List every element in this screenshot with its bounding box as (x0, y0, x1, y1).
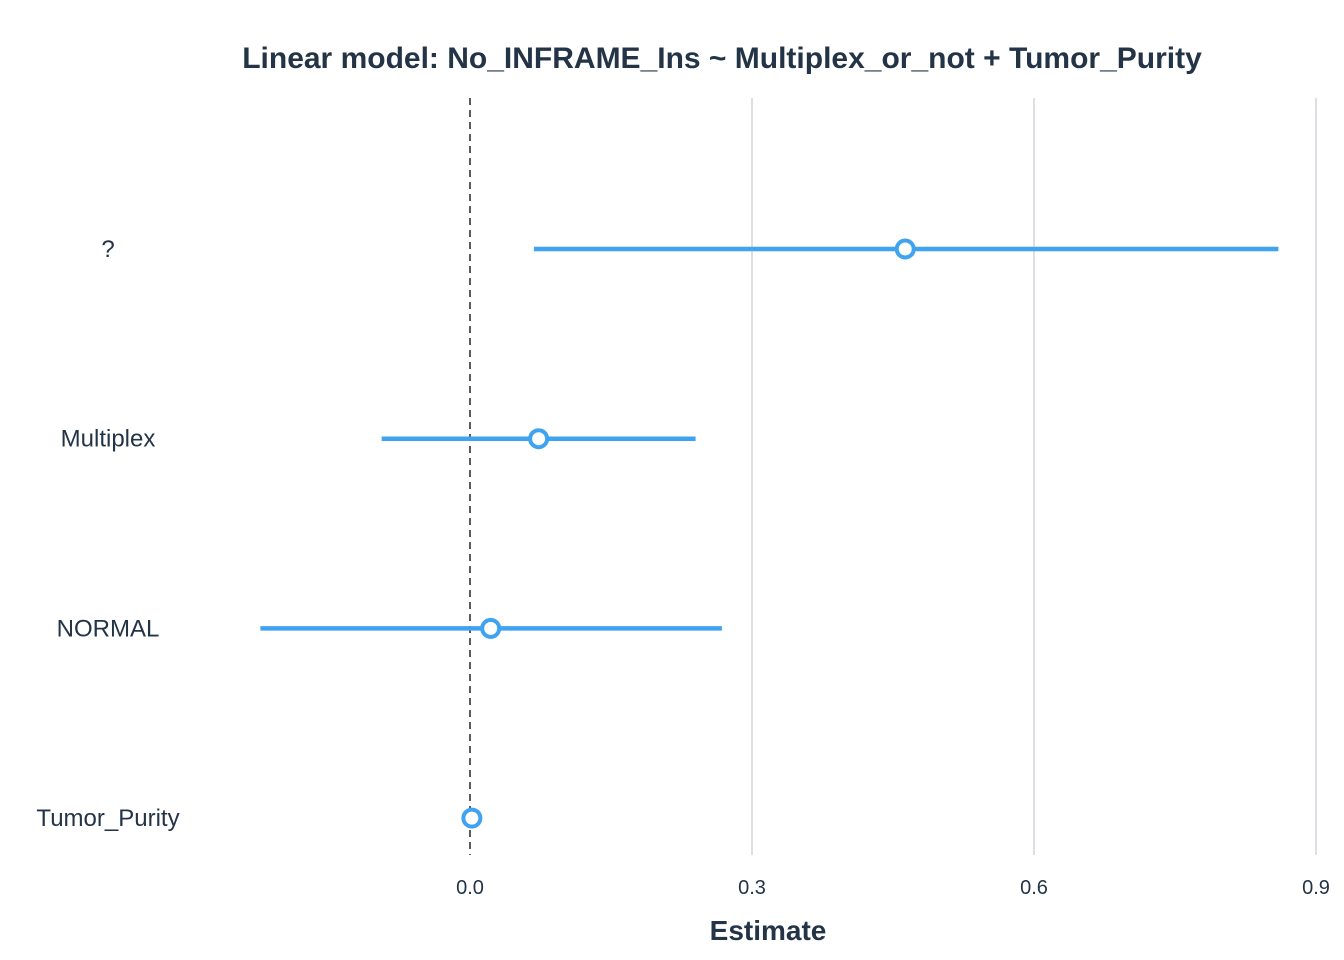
y-tick-label: Tumor_Purity (36, 805, 179, 832)
x-tick-label: 0.0 (456, 877, 484, 899)
x-tick-labels: 0.0 0.3 0.6 0.9 (456, 877, 1330, 899)
x-tick-label: 0.6 (1020, 877, 1048, 899)
ci-layer (260, 238, 1279, 829)
grid-layer (751, 98, 1317, 855)
estimate-point-Multiplex (528, 428, 550, 450)
x-tick-label: 0.3 (738, 877, 766, 899)
estimate-point-? (894, 238, 916, 260)
x-tick-label: 0.9 (1302, 877, 1330, 899)
y-tick-label: ? (101, 236, 114, 263)
chart-title: Linear model: No_INFRAME_Ins ~ Multiplex… (242, 42, 1202, 75)
estimate-point-NORMAL (480, 617, 502, 639)
y-tick-label: Multiplex (61, 426, 156, 453)
y-tick-label: NORMAL (57, 615, 160, 642)
y-tick-labels: ? Multiplex NORMAL Tumor_Purity (36, 236, 179, 832)
estimate-point-Tumor_Purity (461, 807, 483, 829)
x-axis-label: Estimate (710, 915, 827, 946)
